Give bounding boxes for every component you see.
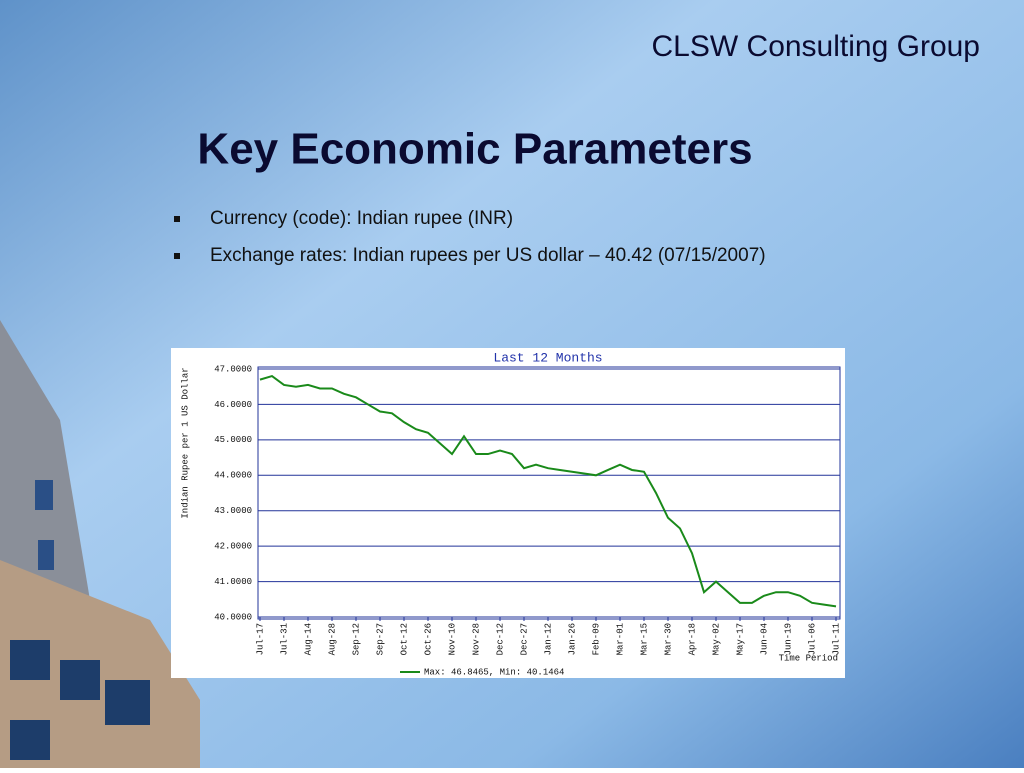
- chart-panel: [171, 348, 845, 678]
- y-tick-label: 47.0000: [214, 364, 252, 374]
- x-tick-label: Dec-12: [495, 623, 505, 655]
- x-tick-label: May-17: [735, 623, 745, 655]
- x-tick-label: Dec-27: [519, 623, 529, 655]
- bullet-dot: [174, 216, 180, 222]
- x-tick-label: Jun-04: [759, 623, 769, 655]
- x-tick-label: Jul-06: [807, 623, 817, 655]
- x-tick-label: Sep-27: [375, 623, 385, 655]
- y-tick-label: 41.0000: [214, 577, 252, 587]
- line: [259, 374, 837, 608]
- y-tick-label: 44.0000: [214, 471, 252, 481]
- x-tick-label: Apr-18: [687, 623, 697, 655]
- x-tick-label: Nov-10: [447, 623, 457, 655]
- building: [0, 320, 200, 768]
- x-axis-label: Time Period: [779, 653, 838, 663]
- x-tick-label: Sep-12: [351, 623, 361, 655]
- x-tick-label: Mar-01: [615, 623, 625, 655]
- y-axis-label: Indian Rupee per 1 US Dollar: [180, 367, 190, 518]
- x-tick-label: Feb-09: [591, 623, 601, 655]
- y-tick-label: 45.0000: [214, 435, 252, 445]
- x-tick-label: Mar-30: [663, 623, 673, 655]
- y-tick-label: 43.0000: [214, 506, 252, 516]
- y-tick-label: 40.0000: [214, 612, 252, 622]
- legend-label: Max: 46.8465, Min: 40.1464: [424, 667, 564, 677]
- bullet: Exchange rates: Indian rupees per US dol…: [210, 245, 766, 266]
- x-tick-label: Aug-14: [303, 623, 313, 655]
- x-tick-label: Mar-15: [639, 623, 649, 655]
- x-tick-label: Jul-31: [279, 623, 289, 655]
- x-tick-label: Oct-26: [423, 623, 433, 655]
- company: CLSW Consulting Group: [652, 30, 980, 63]
- x-tick-label: Oct-12: [399, 623, 409, 655]
- x-tick-label: May-02: [711, 623, 721, 655]
- slide-title: Key Economic Parameters: [197, 125, 752, 174]
- y-tick-label: 46.0000: [214, 400, 252, 410]
- plot-area: [257, 366, 841, 620]
- bullet-dot: [174, 253, 180, 259]
- bullet: Currency (code): Indian rupee (INR): [210, 208, 513, 229]
- y-tick-label: 42.0000: [214, 542, 252, 552]
- x-tick-label: Jan-12: [543, 623, 553, 655]
- x-tick-label: Nov-28: [471, 623, 481, 655]
- x-tick-label: Jul-11: [831, 623, 841, 655]
- x-tick-label: Jan-26: [567, 623, 577, 655]
- x-tick-label: Jul-17: [255, 623, 265, 655]
- x-tick-label: Aug-28: [327, 623, 337, 655]
- x-tick-label: Jun-19: [783, 623, 793, 655]
- chart-title: Last 12 Months: [493, 350, 602, 365]
